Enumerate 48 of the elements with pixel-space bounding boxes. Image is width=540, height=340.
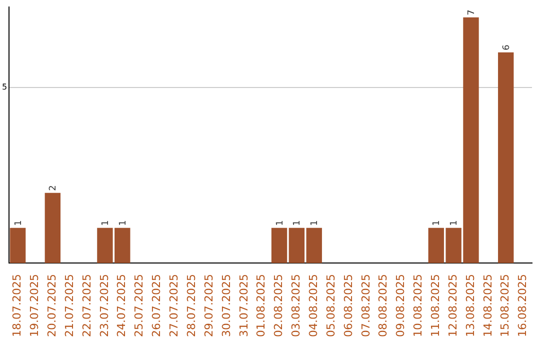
bar [10, 228, 26, 264]
x-tick-label: 29.07.2025 [202, 274, 216, 338]
x-tick-label: 20.07.2025 [46, 274, 59, 338]
data-label: 1 [450, 220, 460, 226]
x-tick-label: 15.08.2025 [498, 274, 512, 338]
x-tick-label: 28.07.2025 [184, 274, 198, 338]
x-tick-label: 06.08.2025 [342, 274, 355, 338]
data-label: 1 [275, 220, 286, 226]
bar [498, 52, 514, 264]
x-tick-label: 04.08.2025 [306, 274, 320, 338]
x-tick-label: 21.07.2025 [62, 274, 76, 338]
x-tick-label: 30.07.2025 [220, 274, 233, 338]
x-tick-label: 02.08.2025 [272, 274, 286, 338]
x-tick-label: 23.07.2025 [98, 274, 111, 338]
x-tick-label: 25.07.2025 [132, 274, 146, 338]
x-tick-label: 10.08.2025 [412, 274, 425, 338]
x-tick-label: 18.07.2025 [10, 274, 24, 338]
x-tick-label: 31.07.2025 [237, 274, 250, 338]
x-tick-label: 26.07.2025 [150, 274, 164, 338]
x-tick-label: 24.07.2025 [115, 274, 128, 338]
x-tick-label: 09.08.2025 [394, 274, 408, 338]
data-label: 6 [502, 44, 512, 50]
y-tick-label: 5 [2, 82, 8, 92]
bar [288, 228, 305, 264]
data-label: 1 [310, 220, 320, 226]
data-label: 1 [432, 220, 442, 226]
data-label: 7 [466, 10, 477, 16]
data-label: 1 [118, 220, 128, 226]
data-label: 1 [292, 220, 303, 226]
x-tick-label: 22.07.2025 [80, 274, 94, 338]
x-tick-label: 14.08.2025 [481, 274, 494, 338]
x-tick-label: 08.08.2025 [376, 274, 390, 338]
x-tick-label: 16.08.2025 [516, 274, 530, 338]
data-label: 2 [48, 185, 59, 191]
x-tick-label: 27.07.2025 [168, 274, 181, 338]
bar [44, 192, 61, 264]
x-tick-label: 19.07.2025 [28, 274, 42, 338]
x-tick-label: 07.08.2025 [359, 274, 372, 338]
x-tick-label: 12.08.2025 [446, 274, 460, 338]
x-tick-label: 01.08.2025 [254, 274, 268, 338]
x-tick-label: 11.08.2025 [428, 274, 442, 338]
x-tick-label: 05.08.2025 [324, 274, 338, 338]
x-tick-label: 13.08.2025 [464, 274, 477, 338]
data-label: 1 [100, 220, 111, 226]
bar [271, 228, 288, 264]
x-tick-label: 03.08.2025 [290, 274, 303, 338]
bar [306, 228, 322, 264]
data-label: 1 [14, 220, 24, 226]
